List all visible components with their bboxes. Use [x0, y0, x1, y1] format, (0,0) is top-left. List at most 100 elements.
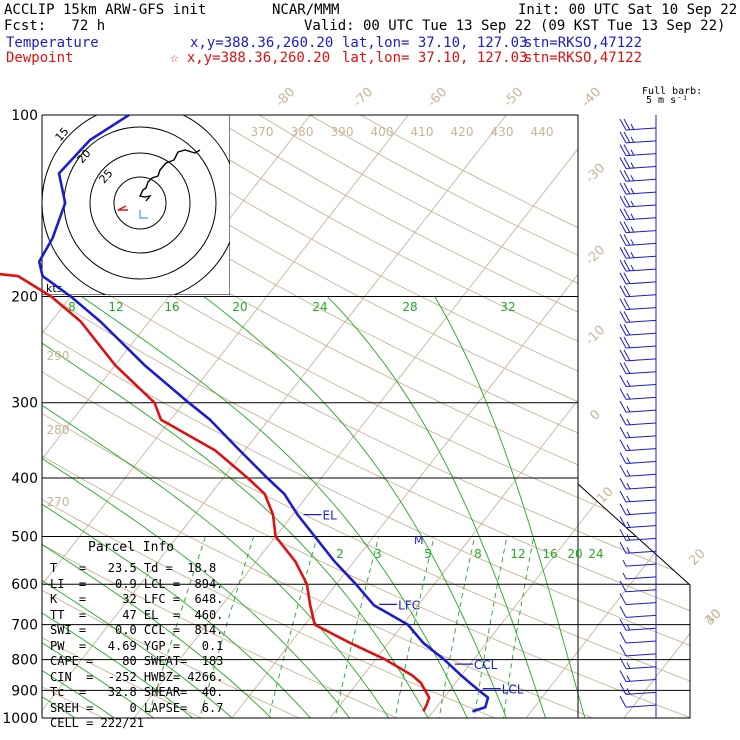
- level-label-ccl: CCL: [474, 658, 498, 672]
- barb-shaft: [625, 691, 657, 695]
- barb-flag: [619, 144, 627, 156]
- barb-shaft: [625, 666, 657, 670]
- barb-shaft: [625, 422, 657, 426]
- mixing-ratio-label: 8: [474, 547, 482, 561]
- wind-barb: [619, 375, 657, 388]
- dewpoint-xy: ☆ x,y=388.36,260.20: [170, 50, 331, 66]
- isotherm-label: -10: [583, 323, 609, 349]
- wind-barb: [619, 349, 657, 362]
- wind-barb: [619, 516, 657, 529]
- wind-barb: [619, 388, 657, 400]
- parcel-info-title: Parcel Info: [88, 540, 175, 555]
- parcel-info-row: TT = 47 EL = 460.: [50, 607, 224, 622]
- barb-half: [626, 470, 631, 477]
- wind-barb: [619, 131, 657, 144]
- wind-barbs: [619, 115, 657, 718]
- barb-flag: [619, 323, 627, 336]
- theta-label: 370: [251, 125, 274, 139]
- isotherm-line: [42, 115, 409, 718]
- barb-flag: [619, 298, 627, 310]
- barb-flag: [623, 298, 631, 310]
- mixing-ratio-label: 8: [68, 300, 76, 314]
- mixing-ratio-label: 20: [232, 300, 247, 314]
- barb-flag: [619, 426, 627, 439]
- parcel-info-row: T = 23.5 Td = 18.8: [50, 561, 217, 575]
- wind-barb: [619, 439, 657, 452]
- dry-adiabat: [360, 115, 690, 718]
- mixing-ratio-label: 24: [588, 547, 603, 561]
- pressure-label-600: 600: [11, 577, 38, 593]
- wind-barb: [619, 477, 657, 490]
- parcel-info-row: K = 32 LFC = 648.: [50, 592, 224, 606]
- mixing-ratio-label: 2: [336, 547, 344, 561]
- dry-adiabat: [42, 115, 690, 718]
- barb-flag: [619, 490, 627, 503]
- theta-label: 380: [291, 125, 314, 139]
- barb-flag: [619, 375, 627, 387]
- barb-shaft: [625, 473, 657, 477]
- barb-shaft: [625, 384, 657, 388]
- barb-shaft: [625, 563, 657, 567]
- barb-half: [626, 482, 631, 490]
- model-title: ACCLIP 15km ARW-GFS init: [4, 2, 207, 18]
- barb-flag: [619, 503, 627, 516]
- barb-shaft: [625, 486, 657, 490]
- dewpoint-latlon: lat,lon= 37.10, 127.03: [342, 50, 528, 66]
- barb-half: [626, 534, 631, 541]
- barb-half: [626, 662, 631, 669]
- hodograph-ring: [89, 152, 191, 254]
- hodograph-trace: [138, 149, 201, 202]
- barb-half: [630, 252, 635, 259]
- barb-half: [626, 418, 631, 426]
- isotherm-label: -60: [425, 85, 451, 111]
- parcel-info-row: Tc = 32.8 SHEAR= 40.: [50, 685, 224, 699]
- barb-flag: [619, 670, 627, 682]
- mixing-ratio-label: 3: [374, 547, 382, 561]
- barb-shaft: [625, 589, 657, 593]
- isotherm-line: [42, 115, 507, 718]
- barb-flag: [623, 157, 631, 169]
- temperature-station: stn=RKSO,47122: [524, 35, 643, 51]
- isotherm-line: [133, 115, 605, 718]
- isotherm-line: [42, 115, 311, 718]
- moist-adiabat: [42, 296, 154, 718]
- barb-flag: [619, 477, 627, 490]
- mixing-ratio-label: 16: [164, 300, 179, 314]
- hodograph-box: [42, 115, 230, 295]
- barb-flag: [619, 516, 627, 528]
- level-label-el: EL: [323, 509, 338, 523]
- barb-flag: [619, 542, 627, 554]
- pressure-label-300: 300: [11, 396, 38, 412]
- barb-flag: [619, 157, 627, 169]
- barb-shaft: [625, 653, 657, 657]
- dry-adiabat: [42, 115, 130, 718]
- barb-shaft: [625, 358, 657, 362]
- parcel-info-row: CAPE = 80 SWEAT= 183: [50, 654, 224, 668]
- pressure-label-800: 800: [11, 653, 38, 669]
- isotherm-label: -40: [579, 85, 605, 111]
- barb-flag: [619, 170, 627, 182]
- dewpoint-profile: [0, 272, 431, 712]
- barb-flag: [619, 631, 627, 644]
- barb-shaft: [625, 204, 657, 208]
- barb-flag: [619, 247, 627, 259]
- barb-shaft: [625, 268, 657, 272]
- wind-barb: [619, 221, 657, 234]
- barb-half: [630, 123, 635, 131]
- parcel-info-row: SREH = 0 LAPSE= 6.7: [50, 700, 224, 715]
- wind-barb: [619, 606, 657, 618]
- barb-half: [626, 521, 631, 528]
- barb-flag: [619, 644, 627, 657]
- barb-shaft: [625, 281, 657, 285]
- dry-adiabat: [42, 115, 690, 718]
- barb-half: [626, 688, 631, 695]
- wind-barb: [619, 542, 657, 554]
- dry-adiabat: [55, 115, 690, 718]
- barb-flag: [623, 144, 631, 156]
- barb-flag: [623, 272, 631, 285]
- valid-time: Valid: 00 UTC Tue 13 Sep 22 (09 KST Tue …: [304, 18, 726, 34]
- moist-adiabat: [434, 296, 586, 718]
- sounding-profiles: [0, 113, 490, 713]
- barb-shaft: [625, 460, 657, 464]
